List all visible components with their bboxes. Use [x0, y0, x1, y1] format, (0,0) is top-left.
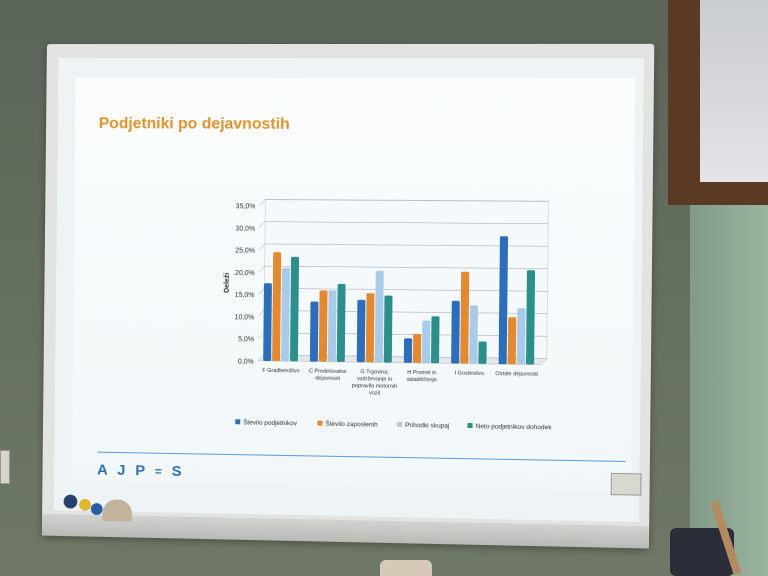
y-tick-label: 25,0% [235, 248, 255, 255]
grid-depth-line [259, 199, 265, 205]
x-tick-label: G Trgovina;vzdrževanje inpopravila motor… [352, 369, 398, 397]
bar [499, 236, 508, 364]
bar [469, 305, 478, 363]
slide: Podjetniki po dejavnostih 0,0% 5,0% 10,0% 1… [72, 78, 636, 492]
grid-depth-line [258, 333, 264, 339]
chart-container: 0,0% 5,0% 10,0% 15,0% 20,0% 25,0% 30,0% 35,0% De… [217, 189, 561, 454]
blue-magnet [64, 495, 78, 509]
bar [422, 321, 430, 364]
bar [310, 301, 319, 361]
legend-label: Neto podjetnikov dohodek [476, 423, 553, 431]
x-tick-label: Ostale dejavnosti [495, 371, 538, 378]
legend-swatch [467, 423, 472, 428]
yellow-magnet [79, 499, 91, 511]
legend-swatch [397, 422, 402, 427]
whiteboard: Podjetniki po dejavnostih 0,0% 5,0% 10,0% 1… [42, 44, 654, 549]
bar [357, 300, 366, 363]
y-tick-label: 10,0% [235, 314, 255, 321]
y-tick-label: 35,0% [236, 203, 256, 210]
y-axis-label: Deleži [224, 273, 231, 293]
x-tick-label: I Gostinstvo [455, 371, 484, 377]
grid-depth-line [259, 222, 265, 228]
bar [366, 293, 375, 362]
bar [478, 341, 486, 364]
y-tick-label: 15,0% [235, 292, 255, 299]
bar [375, 271, 384, 363]
y-tick-label: 30,0% [235, 225, 255, 232]
ajpes-logo: A J P = S [97, 462, 185, 480]
blue-magnet-2 [91, 503, 103, 515]
bar [328, 291, 337, 362]
bar [319, 290, 328, 361]
y-tick-label: 0,0% [238, 359, 254, 366]
bar [508, 317, 517, 364]
legend-label: Prihodki skupaj [405, 422, 449, 430]
bar [517, 308, 526, 364]
grid-depth-line [258, 310, 264, 316]
green-wall [690, 190, 768, 576]
projection-area: Podjetniki po dejavnostih 0,0% 5,0% 10,0% 1… [54, 58, 644, 522]
bar [281, 268, 290, 361]
round-emblem [102, 499, 132, 521]
y-tick-label: 20,0% [235, 270, 255, 277]
window-glass [700, 0, 768, 182]
legend-swatch [317, 421, 322, 426]
wall-switch [0, 450, 10, 484]
legend-label: Število zaposlenih [325, 419, 378, 429]
x-tick-label: F Gradbeništvo [262, 368, 299, 375]
bar [263, 283, 272, 361]
legend-swatch [235, 419, 240, 424]
bar [431, 316, 440, 363]
bar [384, 296, 393, 363]
bar [272, 252, 281, 361]
flower-vase [380, 560, 432, 576]
bar [290, 257, 299, 362]
legend-label: Število podjetnikov [243, 417, 298, 427]
x-tick-label: C Predelovalnedejavnosti [309, 368, 347, 382]
slide-title: Podjetniki po dejavnostih [99, 115, 290, 133]
bar-chart: 0,0% 5,0% 10,0% 15,0% 20,0% 25,0% 30,0% 35,0% De… [217, 189, 561, 449]
grid-depth-line [259, 244, 265, 250]
grid-depth-line [258, 288, 264, 294]
bar [337, 284, 346, 362]
bar [451, 301, 460, 364]
photo-sticker [611, 473, 642, 496]
bar [413, 334, 421, 363]
bar [526, 270, 535, 364]
x-tick-label: H Promet inskladiščenje [407, 370, 437, 384]
bar [460, 272, 469, 364]
bar [404, 338, 412, 363]
y-tick-label: 5,0% [238, 336, 254, 343]
grid-depth-line [259, 266, 265, 272]
